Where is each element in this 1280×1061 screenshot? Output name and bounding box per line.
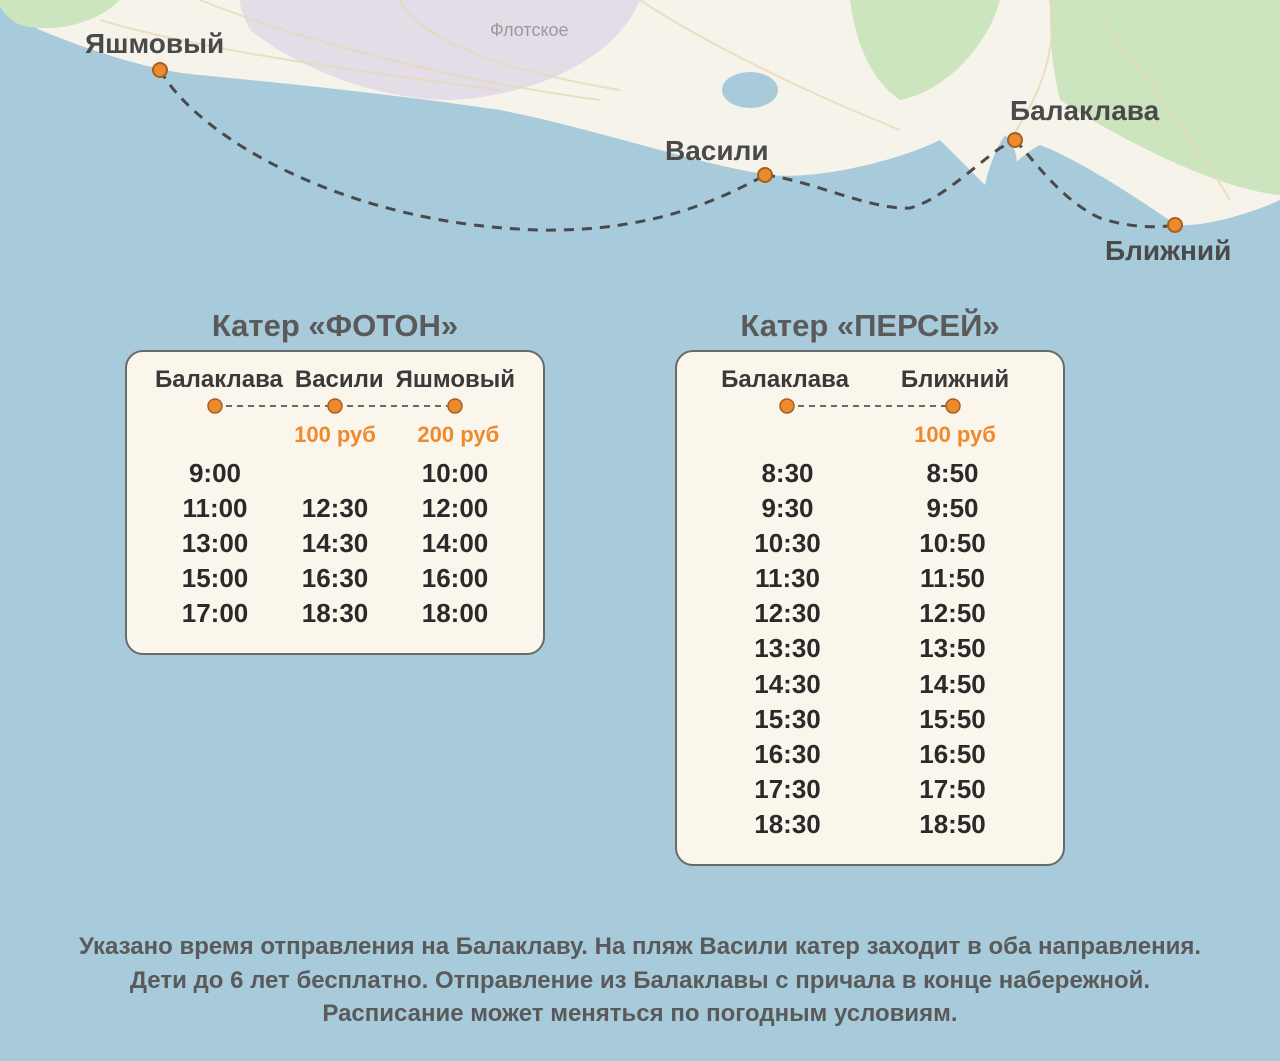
time-cell: 18:00 (395, 596, 515, 631)
foton-stop-0: Балаклава (155, 366, 283, 394)
time-cell: 18:30 (705, 807, 870, 842)
times-column: –12:3014:3016:3018:30 (275, 456, 395, 631)
foton-price-1: 100 руб (278, 422, 391, 448)
persey-times: 8:309:3010:3011:3012:3013:3014:3015:3016… (705, 456, 1035, 842)
dot-balaklava (1007, 132, 1023, 148)
time-cell: 18:30 (275, 596, 395, 631)
time-cell: 12:30 (275, 491, 395, 526)
times-column: 10:0012:0014:0016:0018:00 (395, 456, 515, 631)
persey-mini-route (705, 398, 1035, 414)
persey-price-1: 100 руб (875, 422, 1035, 448)
label-yashmovy: Яшмовый (85, 28, 224, 60)
time-cell: 13:30 (705, 631, 870, 666)
times-column: 8:509:5010:5011:5012:5013:5014:5015:5016… (870, 456, 1035, 842)
foton-times: 9:0011:0013:0015:0017:00–12:3014:3016:30… (155, 456, 515, 631)
label-vasili: Васили (665, 135, 769, 167)
foton-card: Балаклава Васили Яшмовый 100 руб 200 руб… (125, 350, 545, 655)
time-cell: 16:30 (275, 561, 395, 596)
foton-mini-route (155, 398, 515, 414)
time-cell: 10:50 (870, 526, 1035, 561)
time-cell: 11:00 (155, 491, 275, 526)
times-column: 8:309:3010:3011:3012:3013:3014:3015:3016… (705, 456, 870, 842)
time-cell: 18:50 (870, 807, 1035, 842)
time-cell: 10:00 (395, 456, 515, 491)
time-cell: 17:00 (155, 596, 275, 631)
time-cell: 15:30 (705, 702, 870, 737)
footer-line-2: Дети до 6 лет бесплатно. Отправление из … (40, 964, 1240, 998)
persey-title: Катер «ПЕРСЕЙ» (675, 308, 1065, 344)
time-cell: 11:50 (870, 561, 1035, 596)
time-cell: 9:30 (705, 491, 870, 526)
label-blizhniy: Ближний (1105, 235, 1231, 267)
persey-stop-1: Ближний (875, 366, 1035, 394)
persey-stop-0: Балаклава (705, 366, 865, 394)
footer-line-1: Указано время отправления на Балаклаву. … (40, 930, 1240, 964)
dot-vasili (757, 167, 773, 183)
dot-yashmovy (152, 62, 168, 78)
time-cell: 8:30 (705, 456, 870, 491)
time-cell: 11:30 (705, 561, 870, 596)
time-cell: 16:30 (705, 737, 870, 772)
time-cell: 8:50 (870, 456, 1035, 491)
time-cell: 17:30 (705, 772, 870, 807)
persey-stops: Балаклава Ближний (705, 366, 1035, 396)
time-cell: 9:50 (870, 491, 1035, 526)
time-cell: 9:00 (155, 456, 275, 491)
times-column: 9:0011:0013:0015:0017:00 (155, 456, 275, 631)
label-flotskoe: Флотское (490, 20, 569, 41)
time-cell: 16:50 (870, 737, 1035, 772)
foton-stop-2: Яшмовый (396, 366, 515, 394)
time-cell: 12:50 (870, 596, 1035, 631)
foton-stop-1: Васили (293, 366, 386, 394)
time-cell: 12:00 (395, 491, 515, 526)
label-balaklava: Балаклава (1010, 95, 1159, 127)
persey-prices: 100 руб (705, 416, 1035, 448)
foton-prices: 100 руб 200 руб (155, 416, 515, 448)
footer-notes: Указано время отправления на Балаклаву. … (0, 930, 1280, 1031)
foton-stops: Балаклава Васили Яшмовый (155, 366, 515, 396)
time-cell: 14:50 (870, 667, 1035, 702)
time-cell: 15:50 (870, 702, 1035, 737)
time-cell: 14:00 (395, 526, 515, 561)
time-cell: 16:00 (395, 561, 515, 596)
foton-price-0 (155, 422, 268, 448)
time-cell: 13:00 (155, 526, 275, 561)
time-cell: 17:50 (870, 772, 1035, 807)
foton-price-2: 200 руб (402, 422, 515, 448)
time-cell: 10:30 (705, 526, 870, 561)
foton-title: Катер «ФОТОН» (125, 308, 545, 344)
persey-card: Балаклава Ближний 100 руб 8:309:3010:301… (675, 350, 1065, 866)
footer-line-3: Расписание может меняться по погодным ус… (40, 997, 1240, 1031)
time-cell: 12:30 (705, 596, 870, 631)
time-cell: 14:30 (705, 667, 870, 702)
dot-blizhniy (1167, 217, 1183, 233)
time-cell: 14:30 (275, 526, 395, 561)
persey-price-0 (705, 422, 865, 448)
time-cell: 13:50 (870, 631, 1035, 666)
time-cell: 15:00 (155, 561, 275, 596)
